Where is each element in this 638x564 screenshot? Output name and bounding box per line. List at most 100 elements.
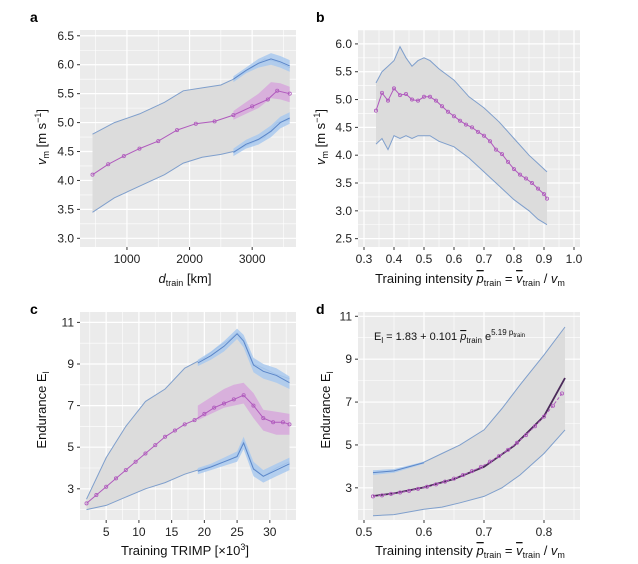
panel-c-mean-point (123, 468, 128, 473)
panel-b-xlabel-sub3: m (557, 278, 565, 288)
panel-b-ytick-label: 5.0 (335, 93, 352, 107)
panel-b-ytick-label: 3.5 (335, 176, 352, 190)
panel-c-mean-point (280, 420, 285, 425)
panel-c-mean-point (192, 418, 197, 423)
panel-label-c: c (30, 301, 38, 317)
panel-b-xtick-label: 0.7 (476, 252, 493, 266)
panel-d-mean-point (533, 424, 538, 429)
panel-d-xtick-label: 0.5 (356, 525, 373, 539)
panel-c-mean-point (251, 403, 256, 408)
panel-c-ytick-label: 11 (62, 315, 75, 329)
panel-a-mean-point (175, 128, 180, 133)
panel-a-ylabel-sup: −1 (33, 113, 43, 123)
panel-c-ytick-label: 9 (67, 357, 74, 371)
panel-b-ytick-label: 4.0 (335, 148, 352, 162)
panel-d-mean-point (370, 494, 375, 499)
panel-c-mean-point (202, 411, 207, 416)
panel-c-upper-blue-band-line (197, 333, 290, 384)
panel-c-ylabel: Endurance El (34, 371, 51, 448)
panel-b-mean-point (451, 114, 456, 119)
panel-b-xlabel-p: p (475, 271, 483, 286)
panel-d-xlabel-slash: / (540, 543, 551, 558)
panel-d-eq-sub: l (381, 336, 383, 345)
panel-d: 0.5 0.6 0.7 0.8 3 5 7 9 11 (340, 309, 580, 539)
panel-d-mean-point (388, 491, 393, 496)
panel-c-mean-point (104, 484, 109, 489)
panel-b: 0.3 0.4 0.5 0.6 0.7 0.8 0.9 1.0 2.5 3.0 3.5 4.0 4.5 5… (335, 29, 583, 266)
panel-d-xtick-label: 0.8 (536, 525, 553, 539)
panel-a-upper-blue-band-line (233, 58, 290, 80)
panel-b-mean-point (433, 98, 438, 103)
panel-a-ytick-label: 5.5 (57, 87, 74, 101)
panel-a-mean-point (156, 139, 161, 144)
panel-a-ytick-label: 4.5 (57, 145, 74, 159)
panel-label-d: d (316, 301, 325, 317)
panel-b-mean-point (536, 186, 541, 191)
panel-a-mean-point (265, 97, 270, 102)
panel-a-mean-point (121, 154, 126, 159)
panel-label-a: a (30, 9, 38, 25)
panel-b-ylabel-main: v (313, 157, 328, 165)
panel-c-purple-band (197, 382, 290, 435)
panel-a-xtick-label: 1000 (114, 252, 141, 266)
panel-d-xtick-label: 0.6 (416, 525, 433, 539)
panel-c-upper-blue-band (197, 328, 290, 389)
panel-a: 1000 2000 3000 3.0 3.5 4.0 4.5 5.0 5.5 6.0 6.5 (57, 29, 296, 266)
panel-c-mean-point (271, 420, 276, 425)
panel-b-mean-point (493, 147, 498, 152)
panel-c-xtick-label: 20 (198, 525, 212, 539)
panel-b-mean-point (518, 172, 523, 177)
panel-b-mean-point (505, 159, 510, 164)
panel-d-xlabel-p: p (475, 543, 483, 558)
panel-b-outer-upper-edge (375, 45, 548, 173)
panel-b-mean-point (421, 94, 426, 99)
panel-d-outer-lower-edge (372, 429, 566, 517)
panel-a-mean-point (287, 91, 292, 96)
panel-d-xtick-label: 0.7 (476, 525, 493, 539)
panel-b-ylabel-sup: −1 (312, 113, 322, 123)
panel-b-mean-point (481, 133, 486, 138)
panel-d-ytick-label: 11 (340, 309, 353, 323)
panel-d-eq-sup: 5.19 p (491, 328, 514, 337)
panel-b-xtick-label: 1.0 (566, 252, 583, 266)
panel-c-lower-blue-band-line (197, 441, 290, 477)
panel-b-mean-point (439, 104, 444, 109)
panel-b-mean-point (427, 94, 432, 99)
panel-a-ytick-label: 6.5 (57, 29, 74, 43)
panel-b-mean-point (403, 91, 408, 96)
panel-b-ylabel: vm [m s−1] (312, 109, 330, 165)
panel-a-lower-blue-band (233, 112, 290, 157)
panel-d-mean-point (515, 440, 520, 445)
panel-d-mean-point (442, 479, 447, 484)
panel-a-mean-point (212, 119, 217, 124)
panel-a-ylabel-end: ] (34, 109, 49, 113)
panel-a-ytick-label: 3.0 (57, 231, 74, 245)
panel-b-mean-point (487, 139, 492, 144)
panel-d-ylabel-sub: l (325, 371, 335, 373)
panel-a-ylabel-main: v (34, 157, 49, 165)
panel-a-ylabel-tail: [m s (34, 122, 49, 151)
panel-b-ylabel-sub: m (320, 151, 330, 159)
panel-b-mean-point (457, 118, 462, 123)
panel-b-outer-band (376, 46, 547, 225)
panel-b-mean-point (475, 129, 480, 134)
panel-c-ytick-label: 7 (67, 399, 74, 413)
panel-a-ylabel-sub: m (41, 151, 51, 159)
panel-d-mean-point (451, 476, 456, 481)
panel-a-lower-blue-band-line (233, 117, 290, 153)
panel-c-ylabel-sub: l (41, 371, 51, 373)
panel-b-mean-line (375, 87, 548, 199)
panel-a-outer-band (92, 58, 290, 213)
panel-c-mean-point (143, 451, 148, 456)
panel-d-equation: El = 1.83 + 0.101 ptrain e5.19 ptrain (374, 328, 525, 345)
panel-b-xtick-label: 0.8 (506, 252, 523, 266)
panel-a-xtick-label: 3000 (239, 252, 266, 266)
panel-a-xlabel-main: d (159, 271, 167, 286)
panel-d-mean-line (372, 393, 563, 497)
panel-a-ylabel: vm [m s−1] (33, 109, 51, 165)
panel-c-xlabel-sup: 3 (240, 542, 245, 552)
panel-c-mean-point (94, 493, 99, 498)
panel-c-mean-point (241, 393, 246, 398)
panel-a-mean-point (90, 172, 95, 177)
